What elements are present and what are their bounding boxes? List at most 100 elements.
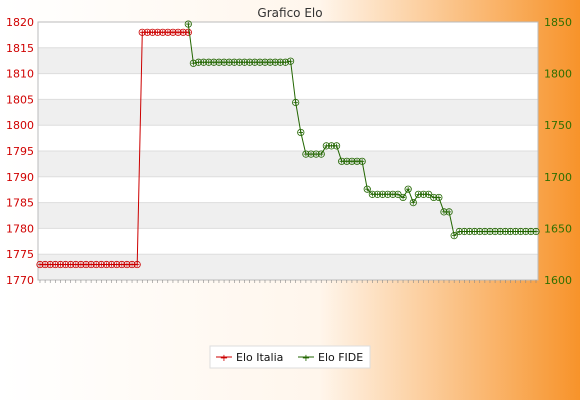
- data-point-cross: [257, 60, 263, 65]
- data-point-cross: [324, 143, 329, 149]
- data-point-cross: [344, 159, 350, 164]
- data-point-cross: [283, 60, 288, 65]
- data-point: [425, 190, 433, 198]
- data-point: [297, 128, 305, 137]
- right-tick-label: 1800: [544, 68, 572, 81]
- data-point-cross: [129, 262, 135, 267]
- data-point: [394, 190, 402, 198]
- left-tick-label: 1770: [6, 274, 34, 287]
- data-point-cross: [160, 30, 165, 35]
- right-axis: 1600 1650 1700 1750 1800 1850: [544, 16, 572, 287]
- data-point: [332, 142, 341, 150]
- data-point-cross: [451, 233, 457, 238]
- data-point-cross: [73, 262, 78, 267]
- data-point-cross: [48, 262, 53, 267]
- data-point-cross: [293, 100, 298, 105]
- data-point-cross: [68, 262, 73, 267]
- left-tick-label: 1820: [6, 16, 34, 29]
- data-point-cross: [170, 30, 176, 35]
- data-point-cross: [467, 229, 472, 234]
- data-point: [435, 193, 443, 202]
- left-tick-label: 1810: [6, 68, 34, 81]
- data-point-cross: [134, 262, 140, 267]
- data-point: [358, 157, 366, 165]
- data-point-cross: [349, 159, 355, 164]
- data-point-cross: [252, 60, 257, 65]
- data-point-cross: [140, 30, 145, 35]
- data-point: [133, 260, 141, 269]
- data-point-cross: [513, 229, 518, 234]
- series-layer: [36, 20, 540, 269]
- plot-band: [38, 202, 538, 229]
- data-point-cross: [247, 60, 252, 65]
- legend-label-elo-italia: Elo Italia: [236, 351, 283, 364]
- legend-label-elo-fide: Elo FIDE: [318, 351, 363, 364]
- data-point-cross: [395, 192, 401, 197]
- data-point-cross: [400, 195, 406, 200]
- left-tick-label: 1780: [6, 222, 34, 235]
- data-point-cross: [462, 229, 467, 234]
- data-point-cross: [431, 195, 436, 200]
- chart-title: Grafico Elo: [257, 6, 322, 20]
- data-point-cross: [492, 229, 498, 234]
- left-axis: 1770 1775 1780 1785 1790 1795 1800 1805 1810 1815…: [6, 16, 34, 287]
- data-point-cross: [237, 60, 242, 65]
- data-point-cross: [262, 60, 268, 65]
- data-point-cross: [313, 151, 319, 157]
- data-point-cross: [533, 229, 539, 234]
- data-point-cross: [63, 262, 68, 267]
- data-point-cross: [37, 262, 43, 267]
- data-point: [189, 59, 198, 67]
- data-point-cross: [416, 192, 421, 197]
- data-point-cross: [114, 262, 119, 267]
- data-point-cross: [365, 186, 370, 192]
- data-point: [184, 28, 192, 36]
- data-point-cross: [119, 262, 125, 267]
- left-tick-label: 1815: [6, 42, 34, 55]
- data-point-cross: [273, 60, 278, 65]
- series-elo-italia: [36, 28, 192, 269]
- right-tick-label: 1650: [544, 222, 572, 235]
- data-point-cross: [267, 60, 273, 65]
- right-tick-label: 1700: [544, 171, 572, 184]
- data-point-cross: [88, 262, 94, 267]
- legend-box: [209, 345, 371, 369]
- data-point-cross: [196, 60, 201, 65]
- data-point-cross: [385, 192, 390, 197]
- grid-lines: [37, 21, 539, 281]
- data-point-cross: [109, 262, 114, 267]
- data-point-cross: [487, 229, 493, 234]
- data-point-cross: [53, 262, 58, 267]
- data-point-cross: [518, 229, 523, 234]
- plot-band: [38, 99, 538, 126]
- data-point: [281, 58, 290, 66]
- data-point-cross: [104, 262, 109, 267]
- data-point-cross: [390, 192, 396, 197]
- data-point-cross: [278, 60, 283, 65]
- left-tick-label: 1805: [6, 93, 34, 106]
- series-elo-fide: [184, 20, 540, 240]
- legend: + Elo Italia + Elo FIDE: [209, 345, 371, 369]
- legend-item-elo-italia: + Elo Italia: [216, 351, 283, 364]
- data-point-cross: [528, 229, 534, 234]
- data-point-cross: [191, 61, 196, 66]
- x-axis: [39, 280, 537, 283]
- data-point-cross: [508, 229, 513, 234]
- data-point-cross: [457, 229, 462, 234]
- data-point: [409, 199, 417, 207]
- data-point-cross: [221, 60, 227, 65]
- data-point-cross: [201, 60, 206, 65]
- data-point-cross: [380, 192, 385, 197]
- data-point-cross: [405, 186, 411, 192]
- data-point: [317, 150, 325, 158]
- data-point-cross: [436, 195, 442, 200]
- data-point-cross: [339, 159, 344, 164]
- data-point-cross: [180, 30, 186, 35]
- data-point-cross: [165, 30, 171, 35]
- right-tick-label: 1750: [544, 119, 572, 132]
- data-point-cross: [308, 151, 314, 157]
- right-tick-label: 1600: [544, 274, 572, 287]
- data-point: [184, 20, 192, 28]
- data-point-cross: [441, 209, 447, 215]
